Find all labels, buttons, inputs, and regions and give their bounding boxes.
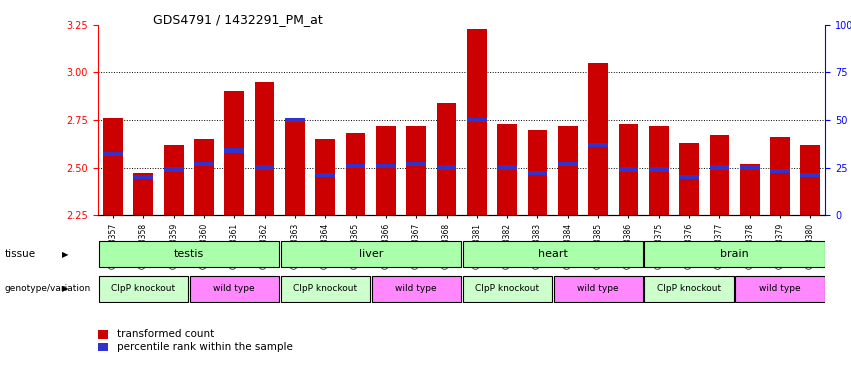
- Bar: [710, 166, 729, 170]
- Text: heart: heart: [538, 249, 568, 260]
- Bar: [528, 171, 547, 175]
- Text: percentile rank within the sample: percentile rank within the sample: [117, 342, 294, 352]
- Text: liver: liver: [358, 249, 383, 260]
- Bar: [679, 143, 699, 215]
- Bar: [372, 276, 460, 302]
- Bar: [463, 242, 643, 267]
- Text: testis: testis: [174, 249, 204, 260]
- Bar: [406, 162, 426, 166]
- Text: ClpP knockout: ClpP knockout: [294, 285, 357, 293]
- Bar: [194, 162, 214, 166]
- Text: wild type: wild type: [214, 285, 255, 293]
- Bar: [437, 166, 456, 170]
- Text: ClpP knockout: ClpP knockout: [657, 285, 721, 293]
- Text: ClpP knockout: ClpP knockout: [475, 285, 540, 293]
- Bar: [735, 276, 825, 302]
- Bar: [497, 166, 517, 170]
- Bar: [770, 137, 790, 215]
- Bar: [648, 126, 669, 215]
- Bar: [588, 142, 608, 147]
- Bar: [190, 276, 279, 302]
- Bar: [644, 276, 734, 302]
- Bar: [619, 124, 638, 215]
- Bar: [463, 276, 551, 302]
- Text: wild type: wild type: [759, 285, 801, 293]
- Bar: [558, 162, 578, 166]
- Bar: [346, 133, 365, 215]
- Bar: [103, 118, 123, 215]
- Text: GDS4791 / 1432291_PM_at: GDS4791 / 1432291_PM_at: [153, 13, 323, 26]
- Bar: [740, 166, 760, 170]
- Text: brain: brain: [720, 249, 749, 260]
- Bar: [528, 129, 547, 215]
- Bar: [801, 145, 820, 215]
- Bar: [710, 135, 729, 215]
- Bar: [163, 167, 184, 172]
- Bar: [254, 166, 275, 170]
- Bar: [281, 276, 370, 302]
- Bar: [134, 175, 153, 179]
- Bar: [467, 118, 487, 122]
- Bar: [497, 124, 517, 215]
- Bar: [588, 63, 608, 215]
- Bar: [437, 103, 456, 215]
- Bar: [648, 167, 669, 172]
- Text: transformed count: transformed count: [117, 329, 214, 339]
- Bar: [99, 276, 188, 302]
- Bar: [553, 276, 643, 302]
- Bar: [619, 167, 638, 172]
- Bar: [346, 164, 365, 168]
- Bar: [225, 148, 244, 152]
- Text: ▶: ▶: [62, 285, 69, 293]
- Bar: [376, 126, 396, 215]
- Bar: [285, 118, 305, 122]
- Bar: [644, 242, 825, 267]
- Bar: [679, 175, 699, 179]
- Text: ClpP knockout: ClpP knockout: [111, 285, 175, 293]
- Bar: [99, 242, 279, 267]
- Text: wild type: wild type: [396, 285, 437, 293]
- Text: wild type: wild type: [577, 285, 619, 293]
- Text: genotype/variation: genotype/variation: [4, 285, 90, 293]
- Bar: [285, 120, 305, 215]
- Text: ▶: ▶: [62, 250, 69, 259]
- Bar: [194, 139, 214, 215]
- Bar: [254, 82, 275, 215]
- Bar: [376, 164, 396, 168]
- Bar: [740, 164, 760, 215]
- Bar: [163, 145, 184, 215]
- Text: tissue: tissue: [4, 249, 36, 260]
- Bar: [103, 152, 123, 156]
- Bar: [225, 91, 244, 215]
- Bar: [558, 126, 578, 215]
- Bar: [406, 126, 426, 215]
- Bar: [134, 173, 153, 215]
- Bar: [316, 139, 335, 215]
- Bar: [281, 242, 460, 267]
- Bar: [467, 29, 487, 215]
- Bar: [770, 169, 790, 174]
- Bar: [801, 173, 820, 177]
- Bar: [316, 173, 335, 177]
